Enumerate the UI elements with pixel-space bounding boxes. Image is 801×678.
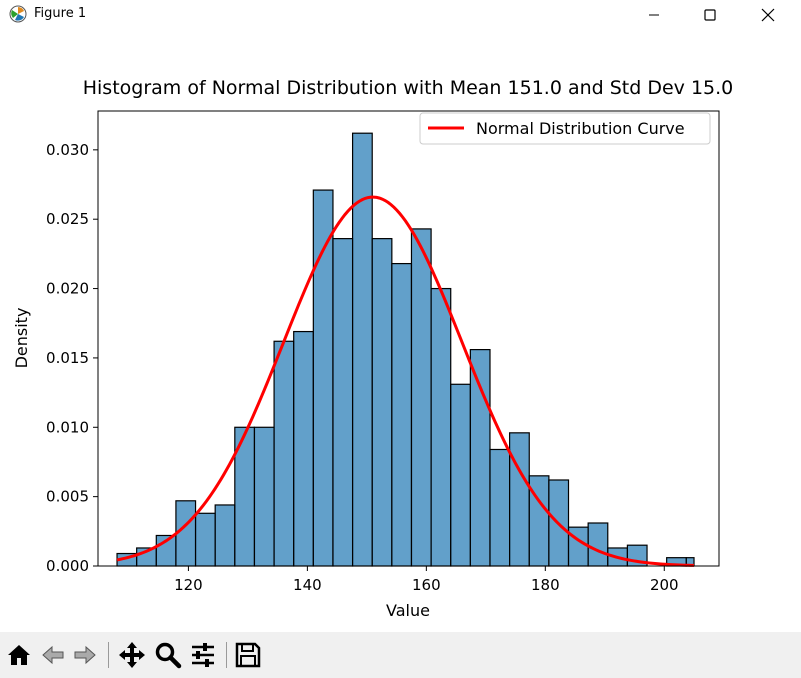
maximize-button[interactable] bbox=[687, 0, 733, 30]
histogram-bar bbox=[371, 238, 393, 567]
maximize-icon bbox=[704, 9, 716, 21]
toolbar-separator bbox=[108, 642, 109, 668]
histogram-bar bbox=[293, 330, 314, 567]
minimize-button[interactable] bbox=[631, 0, 677, 30]
histogram-bar bbox=[567, 526, 589, 567]
zoom-icon bbox=[155, 642, 182, 669]
y-tick-label: 0.030 bbox=[46, 141, 89, 159]
y-tick-label: 0.005 bbox=[46, 488, 89, 506]
pan-icon bbox=[119, 642, 145, 668]
save-button[interactable] bbox=[233, 640, 263, 670]
save-icon bbox=[235, 642, 261, 668]
y-tick-label: 0.010 bbox=[46, 418, 89, 436]
title-bar: Figure 1 bbox=[0, 0, 801, 30]
back-arrow-icon bbox=[42, 645, 64, 665]
y-tick-label: 0.000 bbox=[46, 557, 89, 575]
histogram-bar bbox=[587, 522, 609, 567]
histogram-bar bbox=[430, 287, 452, 567]
chart-title: Histogram of Normal Distribution with Me… bbox=[83, 77, 734, 99]
y-tick-label: 0.015 bbox=[46, 349, 89, 367]
x-axis-label: Value bbox=[386, 601, 430, 620]
x-tick-label: 180 bbox=[531, 576, 560, 594]
configure-subplots-button[interactable] bbox=[188, 640, 218, 670]
x-tick-label: 200 bbox=[650, 576, 679, 594]
forward-button[interactable] bbox=[70, 640, 100, 670]
y-tick-label: 0.020 bbox=[46, 280, 89, 298]
close-icon bbox=[761, 8, 775, 22]
home-icon bbox=[8, 645, 30, 665]
histogram-bar bbox=[391, 262, 413, 567]
x-tick-label: 120 bbox=[174, 576, 203, 594]
histogram-bar bbox=[214, 504, 236, 567]
matplotlib-icon bbox=[9, 5, 27, 23]
toolbar-separator bbox=[226, 642, 227, 668]
y-tick-label: 0.025 bbox=[46, 210, 89, 228]
histogram-bar bbox=[194, 512, 216, 567]
histogram-bar bbox=[312, 189, 334, 567]
zoom-button[interactable] bbox=[153, 640, 183, 670]
plot-frame bbox=[97, 110, 720, 567]
home-button[interactable] bbox=[4, 640, 34, 670]
forward-arrow-icon bbox=[74, 645, 96, 665]
histogram-bar bbox=[469, 349, 491, 567]
window-title: Figure 1 bbox=[34, 6, 87, 21]
histogram-bar bbox=[273, 340, 295, 567]
pan-button[interactable] bbox=[117, 640, 147, 670]
figure-canvas: Histogram of Normal Distribution with Me… bbox=[0, 30, 801, 632]
histogram-bar bbox=[175, 500, 197, 567]
navigation-toolbar bbox=[0, 632, 801, 678]
minimize-icon bbox=[649, 14, 659, 16]
legend-box bbox=[419, 112, 711, 145]
x-tick-label: 140 bbox=[293, 576, 322, 594]
legend: Normal Distribution Curve bbox=[419, 112, 711, 145]
back-button[interactable] bbox=[38, 640, 68, 670]
histogram-chart: Histogram of Normal Distribution with Me… bbox=[12, 77, 734, 620]
legend-label: Normal Distribution Curve bbox=[476, 119, 685, 138]
x-tick-label: 160 bbox=[412, 576, 441, 594]
histogram-bar bbox=[489, 448, 511, 567]
histogram-bar bbox=[450, 383, 471, 567]
normal-curve-line bbox=[116, 195, 695, 567]
close-button[interactable] bbox=[745, 0, 791, 30]
histogram-bar bbox=[253, 426, 275, 567]
histogram-bar bbox=[509, 432, 530, 567]
y-axis-label: Density bbox=[12, 308, 31, 369]
configure-subplots-icon bbox=[192, 643, 214, 667]
histogram-bar bbox=[332, 238, 354, 567]
histogram-bar bbox=[410, 228, 432, 567]
